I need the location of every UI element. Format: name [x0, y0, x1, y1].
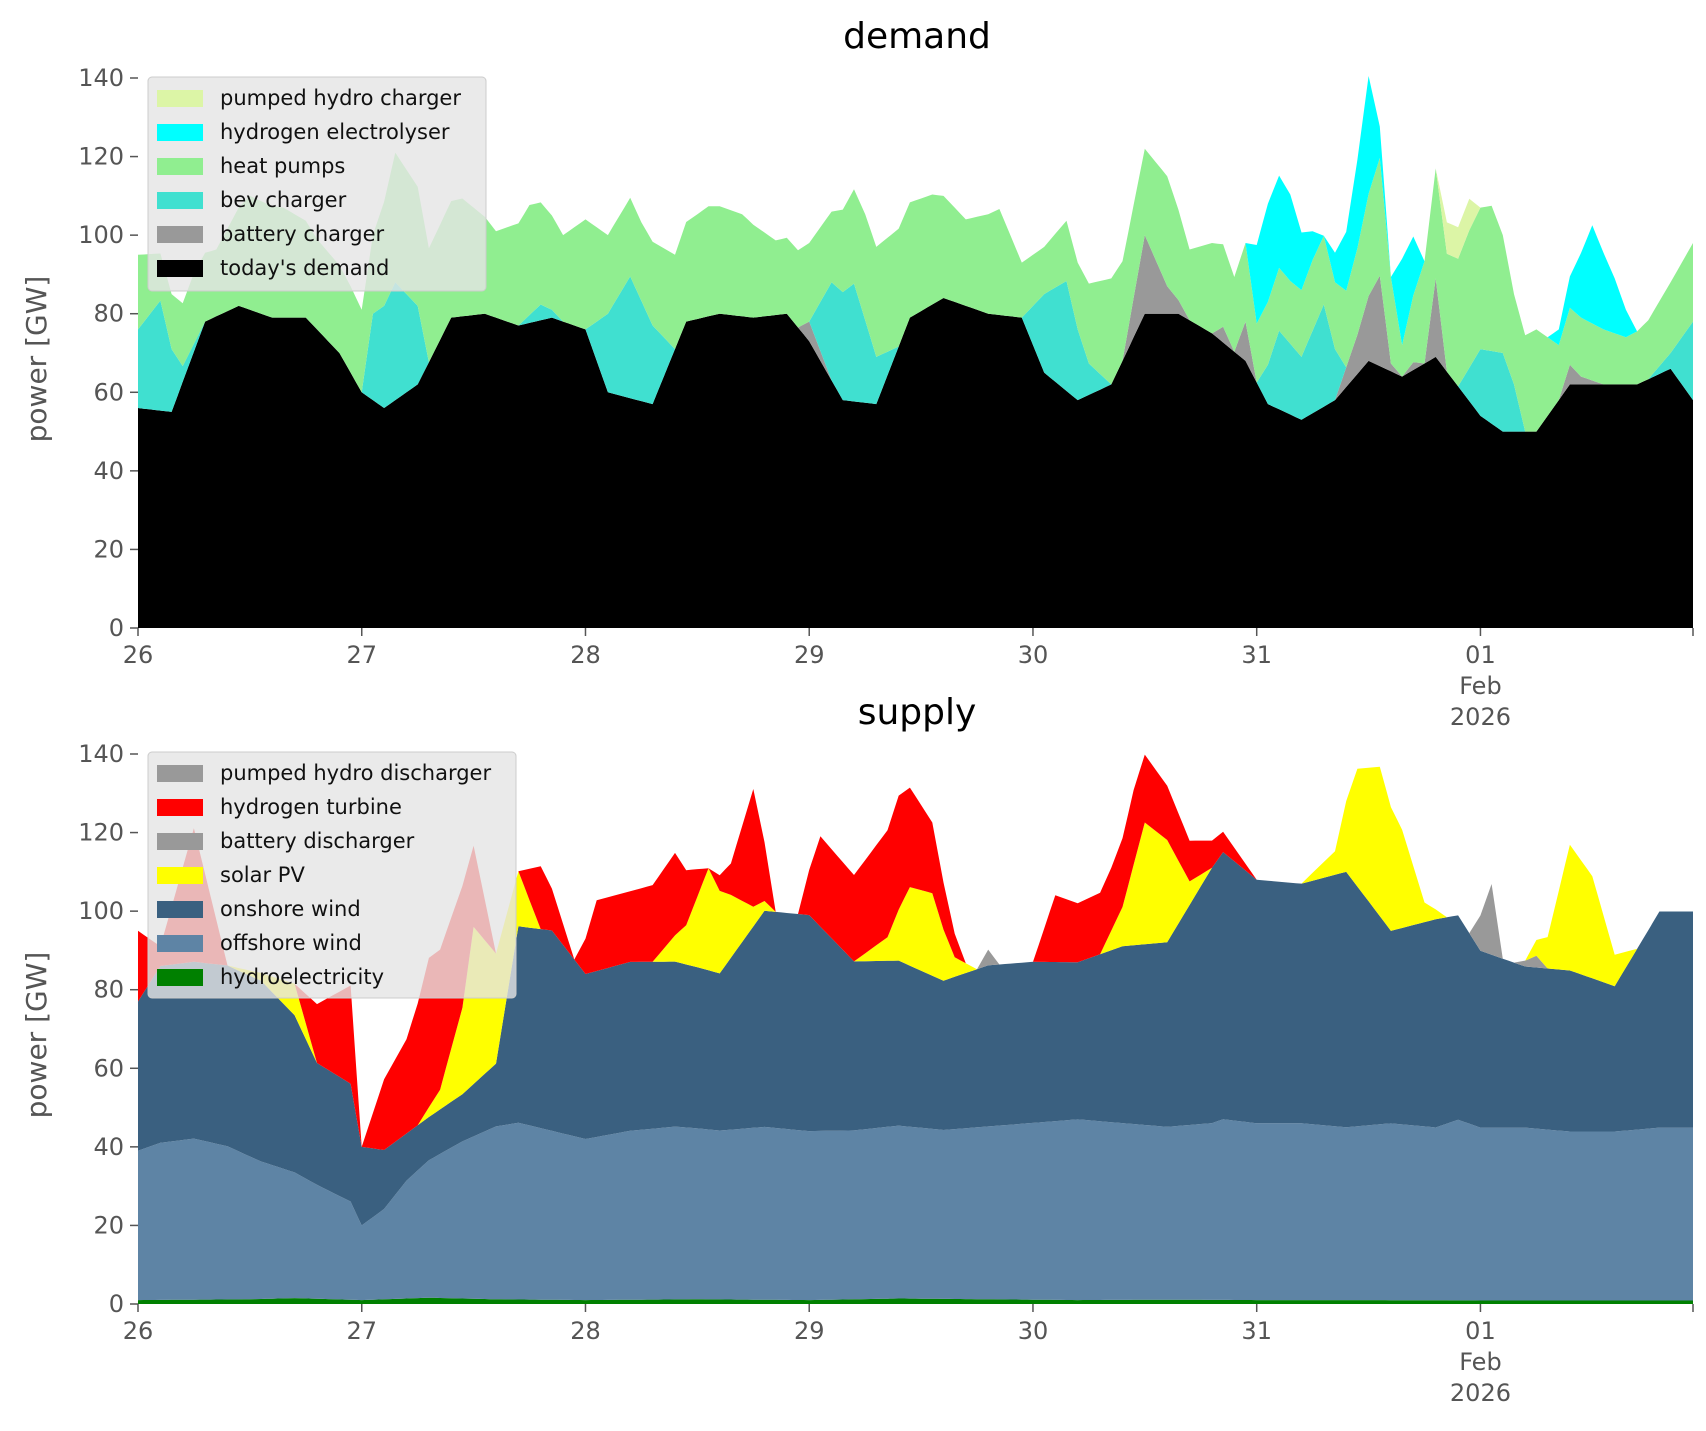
legend-label: onshore wind [220, 897, 361, 921]
demand-panel: demand power [GW] 0 20 40 60 80 100 120 140 26 27… [20, 16, 1694, 731]
legend-label: pumped hydro charger [220, 86, 461, 110]
area-battery-charger [138, 235, 1693, 432]
x-tick-label: 2026 [1450, 1379, 1511, 1407]
y-tick-label: 140 [78, 64, 124, 92]
x-tick-label: 27 [346, 641, 377, 669]
area-offshore-wind [138, 1119, 1693, 1301]
legend-swatch [157, 192, 203, 209]
legend-swatch [157, 799, 203, 816]
y-tick-label: 0 [109, 614, 124, 642]
supply-y-axis-label: power [GW] [20, 952, 53, 1119]
y-tick-label: 100 [78, 221, 124, 249]
legend-label: battery discharger [220, 829, 415, 853]
legend-swatch [157, 158, 203, 175]
x-tick-label: 01 [1465, 1317, 1496, 1345]
area-hydrogen-electrolyser [138, 76, 1693, 346]
x-tick-label: 2026 [1450, 703, 1511, 731]
y-tick-label: 120 [78, 819, 124, 847]
legend: pumped hydro discharger hydrogen turbine b… [147, 751, 517, 999]
legend-swatch [157, 935, 203, 952]
legend-label: hydrogen turbine [220, 795, 402, 819]
x-tick-label: Feb [1459, 1348, 1502, 1376]
x-tick-label: 28 [570, 641, 601, 669]
x-tick-label: 26 [123, 1317, 154, 1345]
legend-swatch [157, 765, 203, 782]
legend-label: bev charger [220, 188, 347, 212]
x-tick-label: 28 [570, 1317, 601, 1345]
demand-chart-title: demand [843, 16, 991, 57]
y-tick-label: 20 [93, 1211, 124, 1239]
y-tick-label: 120 [78, 143, 124, 171]
demand-plot-area: 0 20 40 60 80 100 120 140 26 27 28 29 30 31 01 Feb 2026 p… [78, 64, 1694, 731]
y-tick-label: 60 [93, 1054, 124, 1082]
legend-label: today's demand [220, 256, 389, 280]
legend-box [147, 76, 487, 292]
legend-swatch [157, 260, 203, 277]
x-tick-label: 26 [123, 641, 154, 669]
x-tick-label: Feb [1459, 672, 1502, 700]
x-tick-label: 29 [794, 641, 825, 669]
x-tick-label: 31 [1241, 641, 1272, 669]
legend-swatch [157, 124, 203, 141]
legend-box [147, 751, 517, 999]
y-tick-label: 0 [109, 1290, 124, 1318]
area-today-s-demand [138, 298, 1693, 628]
y-tick-label: 20 [93, 535, 124, 563]
y-tick-label: 80 [93, 300, 124, 328]
legend-label: offshore wind [220, 931, 362, 955]
legend-swatch [157, 867, 203, 884]
supply-chart-title: supply [858, 692, 977, 733]
legend-swatch [157, 226, 203, 243]
area-onshore-wind [138, 852, 1693, 1226]
supply-plot-area: 0 20 40 60 80 100 120 140 26 27 28 29 30 31 01 Feb 2026 p… [78, 740, 1694, 1407]
y-tick-label: 140 [78, 740, 124, 768]
y-tick-label: 100 [78, 897, 124, 925]
area-solar-pv [138, 766, 1693, 1150]
x-tick-label: 31 [1241, 1317, 1272, 1345]
y-tick-label: 80 [93, 976, 124, 1004]
legend-label: hydrogen electrolyser [220, 120, 450, 144]
legend-swatch [157, 969, 203, 986]
y-tick-label: 40 [93, 1133, 124, 1161]
legend-swatch [157, 833, 203, 850]
x-tick-label: 29 [794, 1317, 825, 1345]
y-tick-label: 40 [93, 457, 124, 485]
demand-y-axis-label: power [GW] [20, 276, 53, 443]
legend-label: hydroelectricity [220, 965, 384, 989]
x-tick-label: 30 [1018, 641, 1049, 669]
legend: pumped hydro charger hydrogen electrolyse… [147, 76, 487, 292]
legend-label: heat pumps [220, 154, 345, 178]
legend-label: battery charger [220, 222, 385, 246]
legend-label: pumped hydro discharger [220, 761, 491, 785]
x-tick-label: 01 [1465, 641, 1496, 669]
legend-swatch [157, 901, 203, 918]
area-bev-charger [138, 235, 1693, 432]
y-tick-label: 60 [93, 378, 124, 406]
legend-swatch [157, 90, 203, 107]
area-hydroelectricity [138, 1297, 1693, 1304]
area-heat-pumps [138, 148, 1693, 432]
supply-panel: supply power [GW] 0 20 40 60 80 100 120 140 26 27… [20, 692, 1694, 1407]
x-tick-label: 27 [346, 1317, 377, 1345]
x-tick-label: 30 [1018, 1317, 1049, 1345]
legend-label: solar PV [220, 863, 305, 887]
